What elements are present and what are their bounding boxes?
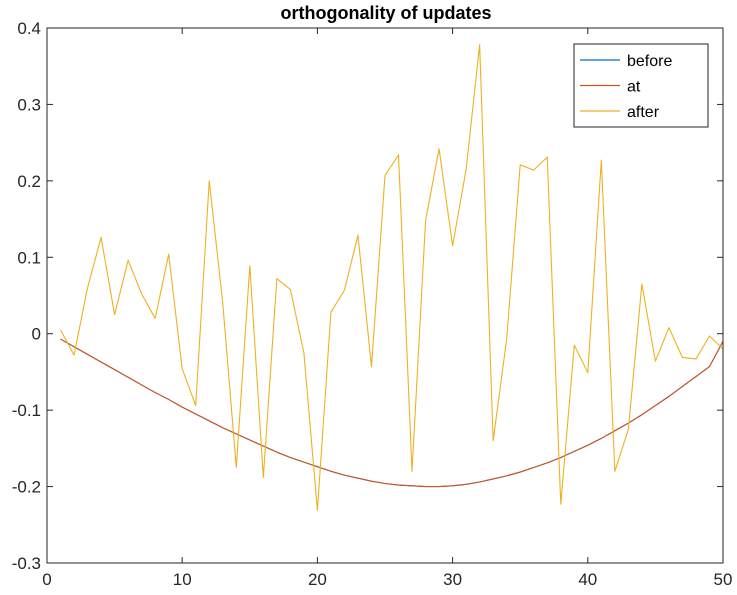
series-layer [60,44,724,511]
tick-labels: 0 10 20 30 40 50 -0.3 -0.2 -0.1 0 0.1 0.2 0.3 0.4 [12,19,733,589]
chart-title: orthogonality of updates [281,3,492,23]
axes-box [46,27,724,564]
series-line-at [60,338,724,488]
legend-label-before: before [627,53,672,70]
y-tick-label: 0.4 [17,19,41,38]
x-tick-label: 10 [173,570,192,589]
series-line-after [60,44,724,511]
y-tick-label: 0.2 [17,172,41,191]
axes [46,27,724,564]
y-tick-label: 0 [32,325,41,344]
x-tick-label: 30 [443,570,462,589]
y-tick-label: 0.1 [17,248,41,267]
y-tick-label: -0.3 [12,554,41,573]
x-tick-label: 0 [42,570,51,589]
y-tick-label: -0.1 [12,401,41,420]
y-tick-label: -0.2 [12,478,41,497]
x-tick-label: 40 [578,570,597,589]
legend-label-after: after [627,104,660,121]
x-tick-label: 50 [714,570,733,589]
y-tick-label: 0.3 [17,95,41,114]
legend-label-at: at [627,79,641,96]
legend: before at after [573,43,709,128]
x-tick-label: 20 [308,570,327,589]
series-line-before [60,338,724,488]
